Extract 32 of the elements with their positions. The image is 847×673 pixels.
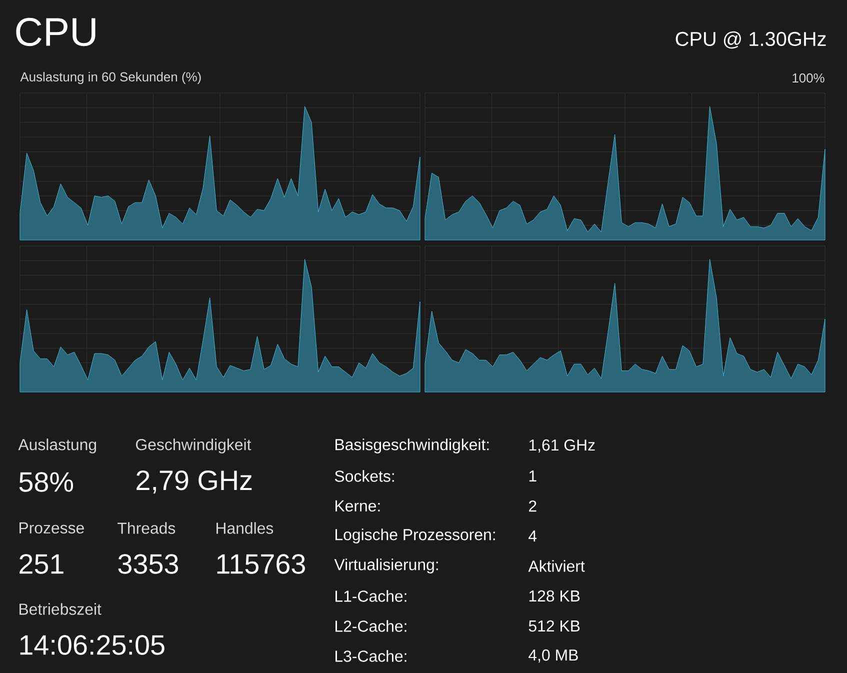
text: Auslastung in 60 Sekunden (%) — [20, 72, 201, 84]
text: Virtualisierung: — [334, 558, 438, 574]
text: 512 KB — [528, 620, 580, 632]
text: L1-Cache: — [336, 590, 406, 602]
text: 58% — [19, 472, 74, 492]
text: 251 — [20, 554, 64, 574]
text: 2,79 GHz — [136, 470, 252, 494]
text: Threads — [118, 522, 176, 534]
text: 1,61 GHz — [529, 439, 595, 453]
text: Betriebszeit — [20, 603, 102, 615]
text: 100% — [792, 73, 824, 83]
text: 14:06:25:05 — [20, 635, 164, 655]
text: Geschwindigkeit — [136, 438, 252, 454]
text: 4,0 MB — [528, 649, 578, 663]
text: Kerne: — [336, 500, 380, 512]
text: Auslastung — [18, 438, 96, 454]
text: 1 — [529, 470, 536, 482]
text: Sockets: — [334, 470, 394, 482]
chart-title: CPU — [16, 18, 96, 46]
text: 4 — [528, 530, 537, 542]
text: Logische Prozessoren: — [336, 528, 495, 544]
text: Handles — [216, 522, 274, 534]
text: 3353 — [118, 554, 178, 574]
text: Aktiviert — [528, 560, 585, 572]
text: Basisgeschwindigkeit: — [336, 438, 489, 454]
text: L2-Cache: — [336, 620, 406, 632]
text: L3-Cache: — [336, 650, 406, 662]
text: Prozesse — [20, 522, 84, 534]
text: 128 KB — [529, 590, 580, 602]
chart-subtitle: CPU @ 1.30GHz — [676, 31, 826, 49]
text: 2 — [529, 500, 536, 512]
text: 115763 — [217, 554, 305, 574]
